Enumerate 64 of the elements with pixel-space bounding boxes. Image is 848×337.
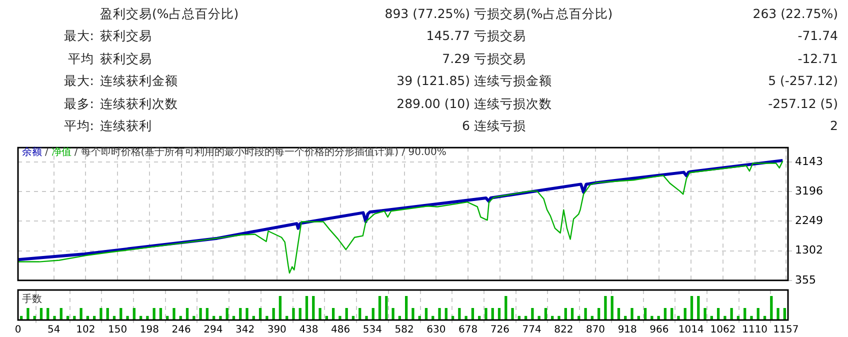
x-tick-label: 198 <box>140 324 159 336</box>
text: 平均: <box>62 118 95 135</box>
x-tick-label: 774 <box>522 324 542 336</box>
text: 连续获利金额 <box>100 73 179 90</box>
text: 2 <box>829 118 838 135</box>
x-tick-label: 390 <box>267 324 286 336</box>
annotation: / <box>45 147 48 158</box>
text: 5 (-257.12) <box>767 73 838 90</box>
text: -12.71 <box>796 50 838 68</box>
text: 获利交易 <box>100 50 153 68</box>
y-tick-label: 2249 <box>795 214 823 228</box>
text: 连续获利次数 <box>100 96 179 113</box>
text: 亏损交易 <box>473 28 527 46</box>
x-tick-label: 918 <box>618 324 637 336</box>
text: 连续亏损金额 <box>473 73 553 90</box>
text: 连续亏损 <box>473 118 527 135</box>
x-tick-label: 1014 <box>678 324 704 336</box>
text: 最多: <box>62 96 95 113</box>
text: 289.00 (10) <box>396 96 470 113</box>
text: 39 (121.85) <box>396 73 470 90</box>
x-tick-label: 1062 <box>710 324 736 336</box>
text: 7.29 <box>441 50 470 68</box>
x-tick-label: 102 <box>76 324 96 336</box>
text: 最大: <box>62 28 95 46</box>
x-tick-label: 966 <box>650 324 669 336</box>
x-tick-label: 534 <box>362 324 382 336</box>
x-tick-label: 870 <box>586 324 606 336</box>
x-tick-label: 486 <box>331 324 350 336</box>
x-tick-label: 822 <box>554 324 574 336</box>
x-tick-label: 342 <box>235 324 255 336</box>
y-tick-label: 1302 <box>795 244 823 257</box>
text: 145.77 <box>425 28 470 46</box>
x-tick-label: 1110 <box>742 324 768 336</box>
text: 亏损交易(%占总百分比) <box>473 6 614 23</box>
text: 263 (22.75%) <box>752 6 838 23</box>
annotation: / <box>74 147 78 158</box>
text: 亏损交易 <box>473 50 527 68</box>
text: 最大: <box>62 73 95 90</box>
chart-title: 手数 <box>22 292 42 306</box>
x-tick-label: 150 <box>108 324 128 336</box>
text: 余额 <box>22 147 42 158</box>
x-tick-label: 678 <box>458 324 478 336</box>
x-tick-label: 54 <box>47 324 60 336</box>
y-tick-label: 3196 <box>795 184 823 198</box>
y-tick-label: 4143 <box>795 154 823 168</box>
text: 盈利交易(%占总百分比) <box>100 6 240 23</box>
y-tick-label: 355 <box>795 273 816 286</box>
text: 连续获利 <box>100 118 153 135</box>
x-tick-label: 582 <box>394 324 414 336</box>
x-tick-label: 630 <box>426 324 446 336</box>
text: 893 (77.25%) <box>384 6 470 23</box>
x-tick-label: 1157 <box>773 324 799 336</box>
text: 连续亏损次数 <box>473 96 553 113</box>
x-tick-label: 438 <box>299 324 318 336</box>
x-tick-label: 726 <box>490 324 510 336</box>
text: 获利交易 <box>100 28 153 46</box>
text: -257.12 (5) <box>767 96 838 113</box>
text: -71.74 <box>796 28 838 46</box>
x-tick-label: 294 <box>204 324 223 336</box>
text: 6 <box>461 118 470 135</box>
text: 平均 <box>67 50 95 68</box>
x-tick-label: 246 <box>172 324 191 336</box>
x-tick-label: 0 <box>14 324 22 336</box>
text: 净值 <box>51 147 72 158</box>
